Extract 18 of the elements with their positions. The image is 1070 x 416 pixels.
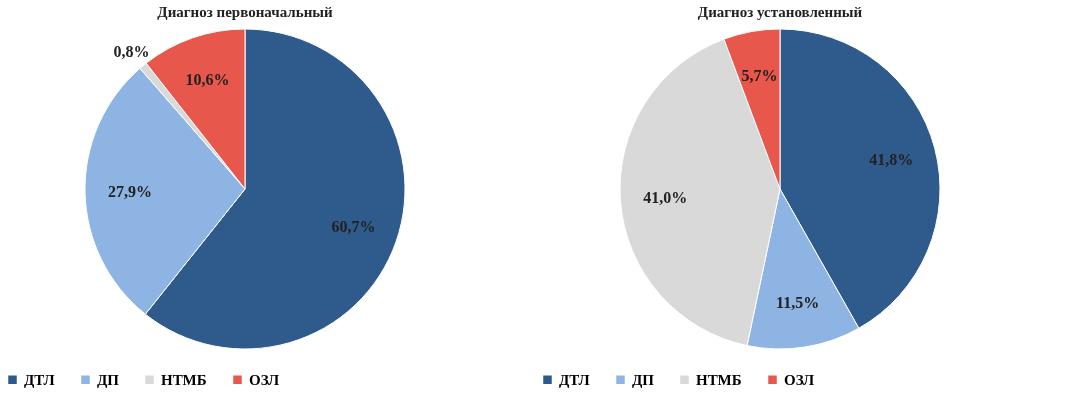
data-label: 0,8% xyxy=(113,42,150,60)
legend-label: ДТЛ xyxy=(24,371,55,388)
data-label: 41,0% xyxy=(643,188,688,206)
data-label: 41,8% xyxy=(869,150,914,168)
legend-label: ОЗЛ xyxy=(249,371,280,388)
data-label: 10,6% xyxy=(185,71,230,89)
legend-label: ОЗЛ xyxy=(784,371,815,388)
legend-label: ДП xyxy=(632,371,655,388)
chart-title: Диагноз первоначальный xyxy=(157,4,334,20)
data-label: 11,5% xyxy=(776,293,820,311)
data-label: 27,9% xyxy=(108,182,153,200)
chart-title: Диагноз установленный xyxy=(697,4,863,20)
legend-label: НТМБ xyxy=(161,371,207,388)
data-label: 60,7% xyxy=(331,217,376,235)
legend-label: ДТЛ xyxy=(559,371,590,388)
legend-label: ДП xyxy=(97,371,120,388)
legend-label: НТМБ xyxy=(696,371,742,388)
data-label: 5,7% xyxy=(741,66,778,84)
